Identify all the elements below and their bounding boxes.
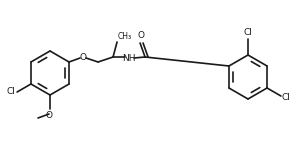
Text: O: O bbox=[80, 52, 87, 62]
Text: O: O bbox=[45, 111, 52, 120]
Text: CH₃: CH₃ bbox=[118, 32, 132, 41]
Text: Cl: Cl bbox=[243, 28, 252, 37]
Text: NH: NH bbox=[122, 54, 136, 62]
Text: Cl: Cl bbox=[282, 93, 291, 101]
Text: Cl: Cl bbox=[6, 88, 15, 97]
Text: O: O bbox=[138, 31, 145, 40]
